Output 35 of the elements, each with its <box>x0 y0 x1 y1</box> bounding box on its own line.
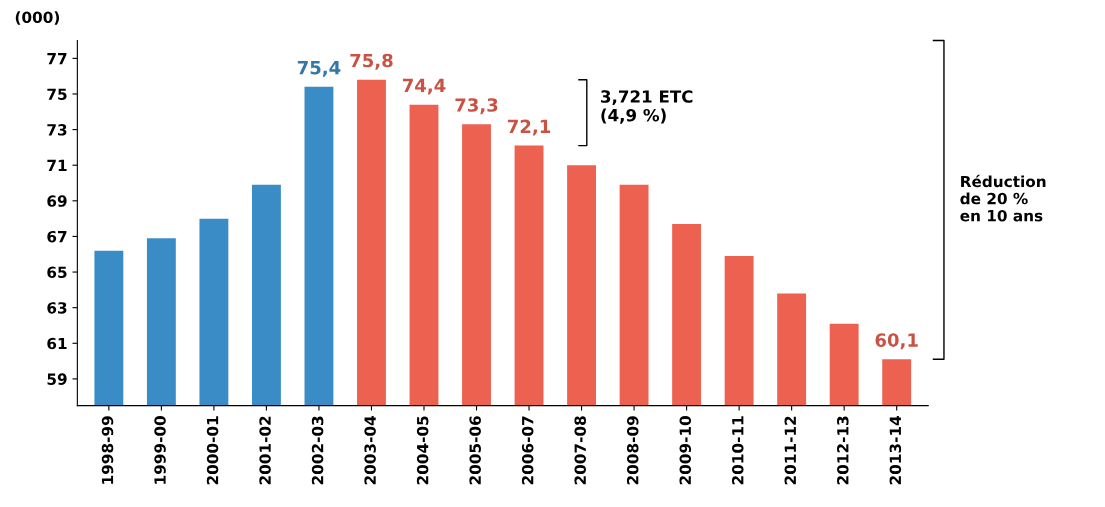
x-tick-label: 2001-02 <box>259 416 271 485</box>
x-tick-label: 2010-11 <box>732 416 744 485</box>
y-axis-title: (000) <box>15 11 60 25</box>
x-tick-label: 2013-14 <box>889 416 902 485</box>
x-tick-label: 2000-01 <box>206 416 219 485</box>
x-tick-label: 2003-04 <box>364 416 376 485</box>
x-tick-label: 2006-07 <box>521 416 534 485</box>
data-label: 73,3 <box>455 98 498 115</box>
x-tick-label: 2004-05 <box>416 416 429 485</box>
x-tick-label: 2007-08 <box>574 416 586 485</box>
y-tick-label: 63 <box>47 302 67 314</box>
y-tick-label: 65 <box>47 266 67 279</box>
annotation: 3,721 ETC (4,9 %) <box>601 90 693 124</box>
x-tick-label: 2008-09 <box>626 416 639 485</box>
y-tick-label: 61 <box>47 337 67 350</box>
data-label: 75,8 <box>350 53 393 70</box>
text: Réduction de 20 % en 10 ans <box>960 174 1046 222</box>
data-label: 60,1 <box>875 333 918 350</box>
y-tick-label: 59 <box>47 373 67 385</box>
data-label: 74,4 <box>402 78 446 95</box>
y-tick-label: 69 <box>47 195 67 207</box>
y-tick-label: 67 <box>47 230 67 243</box>
x-tick-label: 1998-99 <box>101 416 114 484</box>
x-tick-label: 2012-13 <box>837 416 849 485</box>
y-tick-label: 75 <box>47 88 67 100</box>
x-tick-label: 2005-06 <box>469 416 481 485</box>
y-tick-label: 73 <box>47 124 67 136</box>
x-tick-label: 2009-10 <box>679 416 692 485</box>
x-tick-label: 1999-00 <box>154 416 166 484</box>
data-label: 72,1 <box>507 119 551 136</box>
y-tick-label: 77 <box>47 53 67 65</box>
x-tick-label: 2011-12 <box>784 416 797 485</box>
y-tick-label: 71 <box>47 159 67 172</box>
x-tick-label: 2002-03 <box>311 416 324 485</box>
data-label: 75,4 <box>297 61 341 77</box>
